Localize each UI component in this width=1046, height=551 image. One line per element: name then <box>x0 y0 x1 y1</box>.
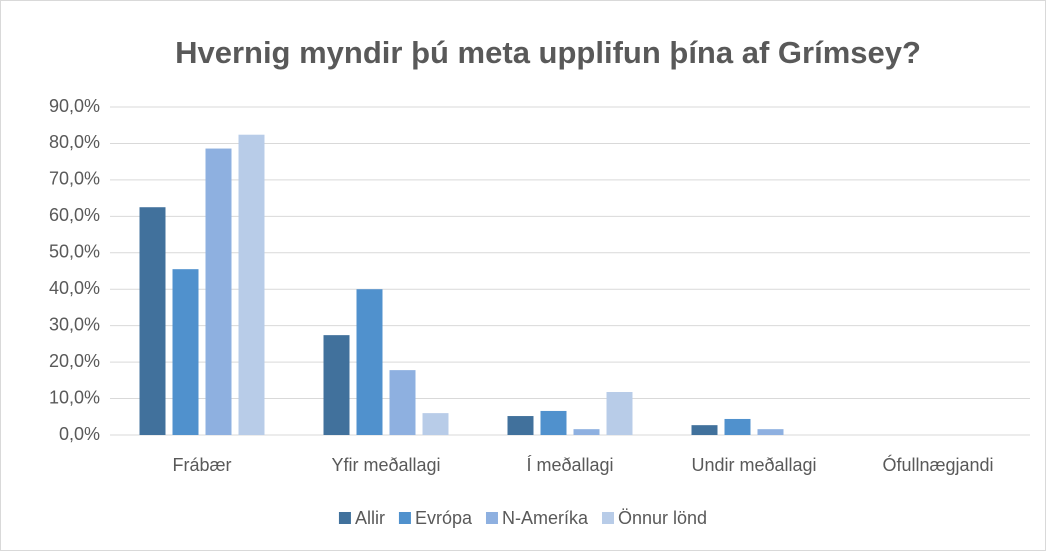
bar <box>389 370 416 435</box>
y-tick-label: 0,0% <box>59 424 100 444</box>
bar <box>507 416 534 435</box>
x-tick-label: Í meðallagi <box>526 455 613 475</box>
legend-swatch <box>398 512 411 524</box>
bar <box>606 391 633 435</box>
bar <box>724 418 751 435</box>
legend-label: N-Ameríka <box>502 508 589 528</box>
x-tick-label: Yfir meðallagi <box>331 455 440 475</box>
x-tick-label: Ófullnægjandi <box>882 454 993 475</box>
bar <box>172 269 199 435</box>
bar <box>323 335 350 435</box>
chart-title: Hvernig myndir þú meta upplifun þína af … <box>175 35 921 70</box>
legend-label: Evrópa <box>415 508 473 528</box>
legend-swatch <box>485 512 498 524</box>
y-tick-label: 70,0% <box>49 169 100 189</box>
bar <box>356 289 383 435</box>
legend-label: Allir <box>355 508 385 528</box>
bar <box>757 429 784 435</box>
y-tick-label: 90,0% <box>49 96 100 116</box>
bar <box>422 413 449 435</box>
bar <box>691 425 718 435</box>
y-tick-label: 80,0% <box>49 132 100 152</box>
y-tick-label: 50,0% <box>49 242 100 262</box>
y-tick-label: 20,0% <box>49 351 100 371</box>
legend-swatch <box>602 512 614 524</box>
y-tick-label: 40,0% <box>49 278 100 298</box>
y-tick-label: 60,0% <box>49 205 100 225</box>
x-tick-label: Undir meðallagi <box>691 455 816 475</box>
bar <box>573 429 600 435</box>
legend-swatch <box>338 512 351 524</box>
bar <box>139 207 166 435</box>
bar <box>540 410 567 435</box>
bar <box>238 134 265 435</box>
y-tick-label: 10,0% <box>49 387 100 407</box>
bar <box>205 148 232 435</box>
x-tick-label: Frábær <box>172 455 231 475</box>
y-tick-label: 30,0% <box>49 314 100 334</box>
legend-label: Önnur lönd <box>618 508 707 528</box>
